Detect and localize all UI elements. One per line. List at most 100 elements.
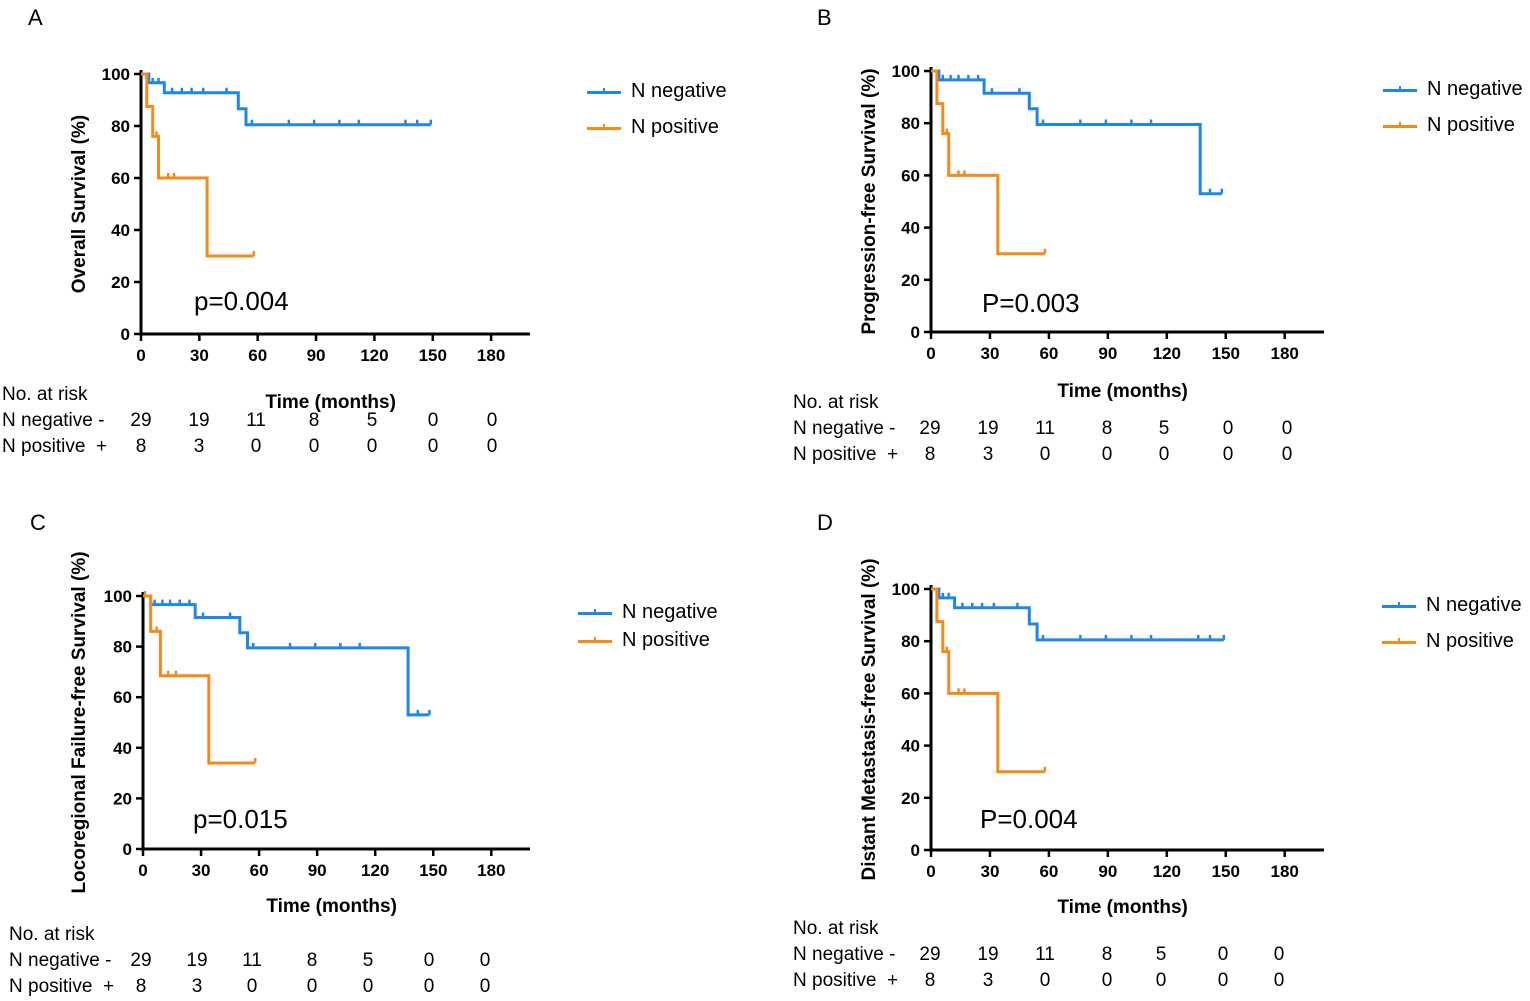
legend-swatch-pos (578, 637, 612, 643)
risk-row-label: N negative - (793, 418, 896, 439)
x-tick-label: 60 (250, 861, 269, 880)
risk-value: 0 (423, 976, 435, 997)
p-value: P=0.004 (980, 804, 1078, 834)
x-axis-title: Time (months) (265, 392, 396, 413)
risk-value: 29 (919, 418, 941, 439)
risk-value: 5 (366, 410, 378, 431)
x-tick-label: 60 (1039, 344, 1058, 363)
legend-swatch-neg (578, 609, 612, 615)
risk-value: 11 (242, 950, 262, 971)
legend-label: N negative (622, 601, 718, 623)
risk-value: 0 (1039, 444, 1051, 465)
series-line-n-positive (143, 594, 256, 765)
x-axis-title: Time (months) (1057, 897, 1188, 918)
x-tick-label: 90 (307, 346, 326, 365)
risk-row-label: N positive + (9, 976, 115, 997)
risk-value: 29 (919, 944, 941, 965)
legend-label: N negative (1427, 78, 1523, 100)
y-tick-label: 100 (104, 587, 132, 606)
y-tick-label: 20 (901, 789, 920, 808)
panel-d: D 0 20 40 60 80 100 0 30 60 90 120 150 180 Time (mont… (760, 500, 1530, 1001)
risk-value: 8 (135, 436, 147, 457)
risk-value: 0 (1155, 970, 1167, 991)
x-tick-label: 30 (980, 344, 999, 363)
y-tick-label: 80 (111, 117, 130, 136)
risk-value: 0 (1281, 444, 1293, 465)
x-tick-label: 180 (1271, 344, 1299, 363)
y-tick-label: 80 (901, 114, 920, 133)
y-tick-label: 20 (113, 789, 132, 808)
risk-value: 3 (982, 970, 994, 991)
risk-value: 0 (366, 436, 378, 457)
risk-value: 0 (1217, 970, 1229, 991)
x-tick-label: 180 (477, 861, 505, 880)
x-tick-label: 150 (419, 346, 447, 365)
legend-label: N negative (631, 80, 727, 102)
risk-value: 8 (135, 976, 147, 997)
risk-value: 0 (1222, 444, 1234, 465)
x-tick-label: 60 (1039, 862, 1058, 881)
risk-row-label: N positive + (793, 444, 899, 465)
risk-value: 19 (977, 418, 999, 439)
y-tick-label: 40 (901, 219, 920, 238)
y-tick-label: 60 (111, 169, 130, 188)
risk-value: 0 (479, 950, 491, 971)
risk-row-label: N positive + (2, 436, 108, 457)
risk-value: 8 (1101, 418, 1113, 439)
x-tick-label: 30 (980, 862, 999, 881)
legend-swatch-neg (1382, 602, 1416, 608)
series-line-n-negative (931, 69, 1222, 196)
panel-b: B 0 20 40 60 80 100 0 30 60 90 120 150 180 Time (mont… (760, 0, 1530, 480)
risk-value: 3 (191, 976, 203, 997)
x-tick-label: 30 (192, 861, 211, 880)
risk-value: 0 (486, 410, 498, 431)
panel-letter: B (817, 5, 832, 30)
risk-value: 8 (308, 410, 320, 431)
risk-value: 29 (130, 410, 152, 431)
y-tick-label: 40 (111, 221, 130, 240)
risk-value: 8 (1101, 944, 1113, 965)
risk-table-title: No. at risk (793, 392, 879, 413)
risk-value: 0 (246, 976, 258, 997)
risk-row-label: N negative - (9, 950, 112, 971)
km-plot: 0 20 40 60 80 100 0 30 60 90 120 150 180 Time (months… (69, 551, 530, 917)
panel-a: A 0 20 40 60 80 100 0 30 60 90 120 150 180 Time (mont… (0, 0, 760, 480)
y-tick-label: 0 (123, 840, 132, 859)
risk-value: 8 (924, 970, 936, 991)
risk-value: 8 (924, 444, 936, 465)
risk-value: 0 (427, 436, 439, 457)
risk-value: 0 (306, 976, 318, 997)
x-tick-label: 90 (1098, 344, 1117, 363)
legend-label: N positive (631, 116, 719, 138)
legend-label: N positive (1427, 114, 1515, 136)
risk-value: 8 (306, 950, 318, 971)
legend-swatch-pos (1383, 122, 1417, 128)
risk-value: 0 (362, 976, 374, 997)
y-tick-label: 0 (911, 323, 920, 342)
x-tick-label: 90 (308, 861, 327, 880)
risk-row-label: N negative - (793, 944, 896, 965)
x-tick-label: 180 (1271, 862, 1299, 881)
p-value: p=0.004 (194, 286, 289, 316)
risk-value: 0 (1217, 944, 1229, 965)
y-tick-label: 100 (892, 580, 920, 599)
risk-row-label: N negative - (2, 410, 105, 431)
risk-value: 0 (1039, 970, 1051, 991)
risk-value: 0 (1273, 944, 1285, 965)
x-tick-label: 120 (361, 861, 389, 880)
risk-value: 11 (1035, 418, 1055, 439)
p-value: p=0.015 (193, 804, 288, 834)
y-tick-label: 20 (901, 271, 920, 290)
panel-letter: A (28, 5, 43, 30)
risk-value: 19 (188, 410, 210, 431)
y-tick-label: 80 (901, 632, 920, 651)
x-tick-label: 30 (190, 346, 209, 365)
panel-letter: D (817, 510, 833, 535)
risk-value: 0 (1281, 418, 1293, 439)
y-tick-label: 100 (102, 65, 130, 84)
risk-value: 19 (186, 950, 208, 971)
y-tick-label: 100 (892, 62, 920, 81)
x-tick-label: 0 (136, 346, 145, 365)
x-tick-label: 150 (1212, 862, 1240, 881)
x-tick-label: 120 (360, 346, 388, 365)
